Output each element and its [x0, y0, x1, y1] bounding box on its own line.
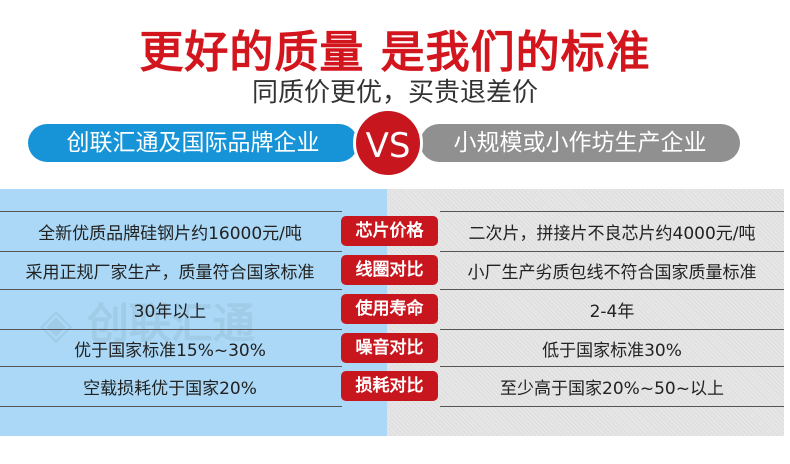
divider: [440, 211, 784, 212]
divider: [0, 289, 342, 290]
left-panel: [0, 189, 387, 436]
comparison-label: 使用寿命: [341, 294, 438, 324]
left-value: 30年以上: [133, 302, 207, 322]
divider: [440, 406, 784, 407]
left-value: 全新优质品牌硅钢片约16000元/吨: [38, 224, 302, 244]
right-brand-badge: 小规模或小作坊生产企业: [420, 124, 740, 162]
divider: [440, 289, 784, 290]
left-value: 空载损耗优于国家20%: [83, 379, 257, 399]
divider: [0, 211, 342, 212]
left-value: 优于国家标准15%~30%: [74, 340, 266, 361]
divider: [0, 251, 342, 252]
comparison-label: 噪音对比: [341, 332, 438, 363]
comparison-label: 芯片价格: [341, 216, 438, 246]
vs-badge: VS: [353, 108, 423, 178]
right-value: 低于国家标准30%: [542, 340, 682, 361]
divider: [0, 366, 342, 367]
right-value: 小厂生产劣质包线不符合国家质量标准: [467, 263, 757, 283]
right-value: 2-4年: [589, 302, 635, 322]
subheadline: 同质价更优，买贵退差价: [251, 78, 538, 108]
comparison-label: 线圈对比: [341, 255, 438, 285]
divider: [440, 251, 784, 252]
comparison-label: 损耗对比: [341, 371, 438, 401]
right-panel: [387, 189, 784, 436]
left-value: 采用正规厂家生产，质量符合国家标准: [25, 263, 315, 283]
left-brand-badge: 创联汇通及国际品牌企业: [28, 124, 358, 162]
divider: [0, 406, 342, 407]
divider: [440, 329, 784, 330]
headline: 更好的质量 是我们的标准: [139, 27, 651, 78]
divider: [440, 366, 784, 367]
divider: [0, 329, 342, 330]
watermark-logo: ◈ 创联汇通: [40, 299, 255, 348]
right-value: 二次片，拼接片不良芯片约4000元/吨: [468, 224, 756, 244]
right-value: 至少高于国家20%~50~以上: [500, 379, 724, 399]
